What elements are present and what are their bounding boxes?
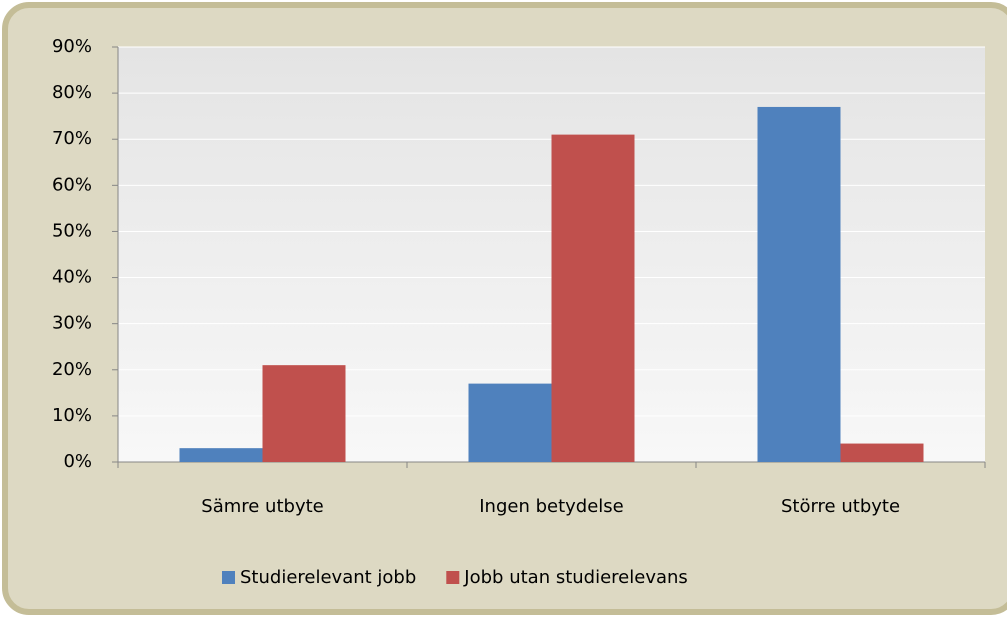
x-tick-label: Ingen betydelse	[479, 496, 624, 517]
bar	[262, 365, 346, 462]
bar	[551, 134, 635, 462]
bar	[757, 106, 841, 462]
y-tick-label: 20%	[52, 359, 92, 380]
legend-label: Studierelevant jobb	[240, 567, 416, 588]
y-tick-label: 60%	[52, 174, 92, 195]
y-tick-label: 40%	[52, 267, 92, 288]
legend-swatch	[222, 571, 235, 584]
bar	[468, 383, 552, 462]
y-tick-label: 80%	[52, 82, 92, 103]
y-tick-label: 0%	[63, 451, 92, 472]
y-tick-label: 10%	[52, 405, 92, 426]
y-tick-label: 70%	[52, 128, 92, 149]
x-tick-label: Större utbyte	[781, 496, 900, 517]
y-tick-label: 30%	[52, 313, 92, 334]
y-tick-label: 90%	[52, 36, 92, 57]
y-tick-label: 50%	[52, 220, 92, 241]
x-tick-label: Sämre utbyte	[201, 496, 323, 517]
bar	[179, 448, 263, 462]
legend-label: Jobb utan studierelevans	[463, 567, 688, 588]
bar	[840, 443, 924, 462]
legend-swatch	[446, 571, 460, 584]
